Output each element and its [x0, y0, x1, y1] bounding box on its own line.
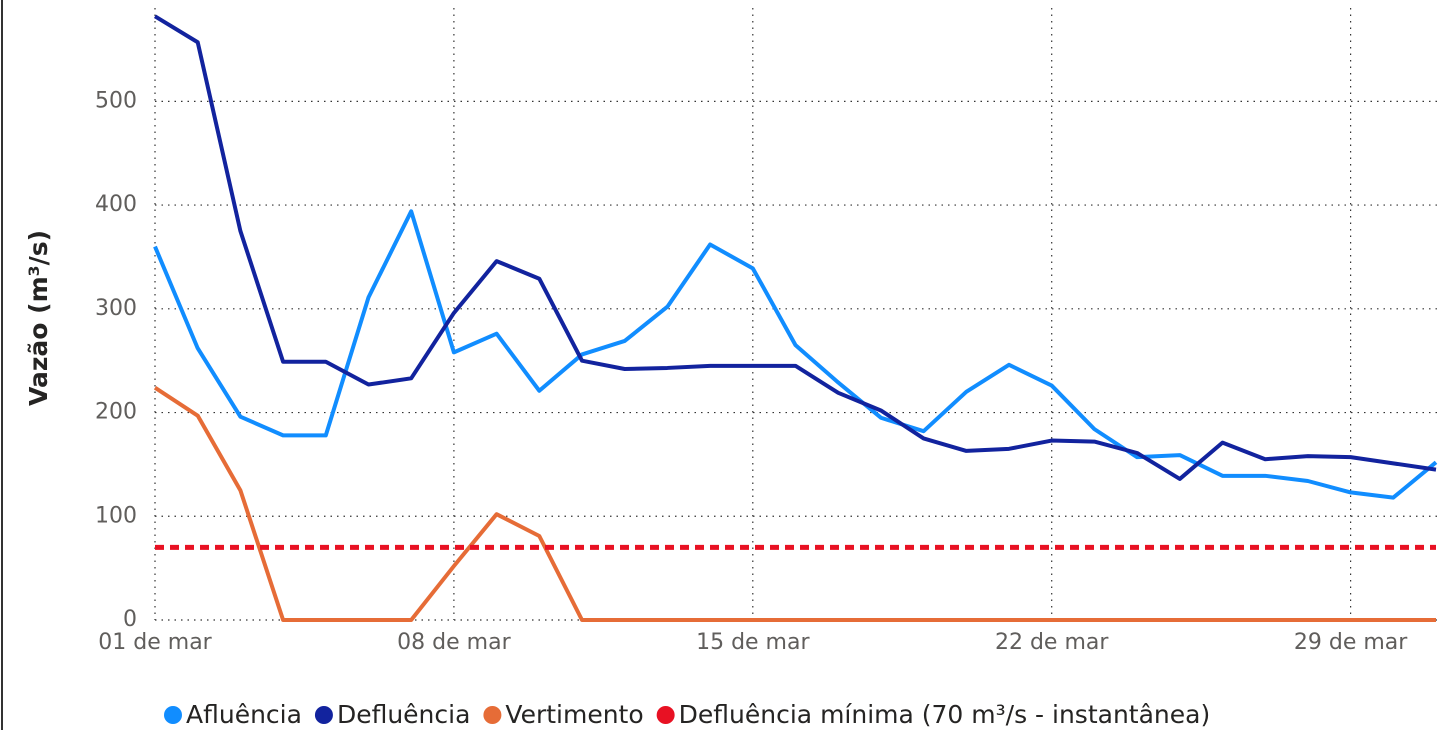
y-tick-label: 500 — [95, 88, 137, 113]
y-axis-label: Vazão (m³/s) — [24, 230, 53, 406]
series-line — [153, 14, 1437, 481]
y-tick-label: 0 — [123, 607, 137, 632]
legend-marker — [314, 706, 333, 724]
x-tick-label: 29 de mar — [1294, 630, 1408, 655]
legend-marker — [483, 706, 502, 724]
legend-label: Defluência mínima (70 m³/s - instantânea… — [679, 700, 1211, 729]
legend-marker — [164, 706, 182, 724]
series-line — [153, 209, 1438, 500]
x-tick-label: 15 de mar — [696, 630, 810, 655]
x-tick-label: 08 de mar — [397, 630, 511, 655]
y-tick-label: 300 — [95, 296, 137, 321]
legend-label: Afluência — [186, 700, 302, 729]
y-tick-label: 100 — [95, 503, 137, 528]
x-tick-label: 22 de mar — [995, 630, 1109, 655]
legend-label: Defluência — [337, 700, 470, 729]
y-tick-label: 200 — [95, 400, 137, 425]
legend-marker — [656, 706, 675, 724]
x-tick-label: 01 de mar — [98, 630, 212, 655]
legend-label: Vertimento — [505, 700, 643, 729]
series-line — [153, 385, 1436, 622]
y-tick-label: 400 — [95, 192, 137, 217]
